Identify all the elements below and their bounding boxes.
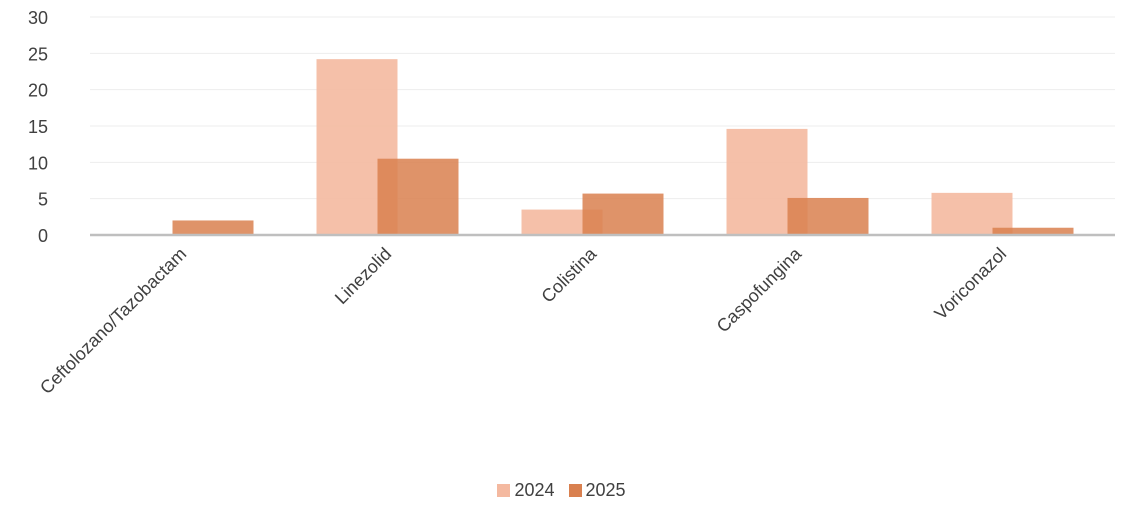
y-tick-label-15: 15 xyxy=(28,117,48,137)
legend-item-2024: 2024 xyxy=(497,480,555,501)
x-tick-label-colistina: Colistina xyxy=(537,243,601,307)
x-tick-label-ceftolozano-tazobactam: Ceftolozano/Tazobactam xyxy=(36,244,190,398)
bar-2025-ceftolozano-tazobactam xyxy=(172,220,254,235)
gridlines xyxy=(90,16,1115,200)
bar-2025-caspofungina xyxy=(787,197,869,235)
x-tick-label-voriconazol: Voriconazol xyxy=(930,244,1010,324)
y-tick-label-0: 0 xyxy=(38,226,48,246)
y-tick-label-5: 5 xyxy=(38,190,48,210)
x-tick-label-caspofungina: Caspofungina xyxy=(713,243,806,336)
legend-swatch-2024 xyxy=(497,484,511,497)
legend-swatch-2025 xyxy=(568,484,582,497)
bars xyxy=(172,59,1074,235)
bar-2025-colistina xyxy=(582,193,664,235)
bar-2025-linezolid xyxy=(377,158,459,235)
y-tick-label-30: 30 xyxy=(28,8,48,28)
legend-label-2025: 2025 xyxy=(585,480,626,500)
x-tick-label-linezolid: Linezolid xyxy=(331,244,395,308)
y-axis-ticks: 0 5 10 15 20 25 30 xyxy=(28,8,48,246)
y-tick-label-20: 20 xyxy=(28,81,48,101)
legend-item-2025: 2025 xyxy=(568,480,626,501)
legend: 2024 2025 xyxy=(0,480,1123,501)
x-axis-ticks: Ceftolozano/Tazobactam Linezolid Colistina… xyxy=(36,243,1010,398)
bar-2025-voriconazol xyxy=(992,227,1074,235)
y-tick-label-25: 25 xyxy=(28,44,48,64)
legend-label-2024: 2024 xyxy=(514,480,555,500)
y-tick-label-10: 10 xyxy=(28,153,48,173)
bar-chart: 0 5 10 15 20 25 30 Ceftolozano/Tazobactam Linez… xyxy=(28,8,1115,398)
